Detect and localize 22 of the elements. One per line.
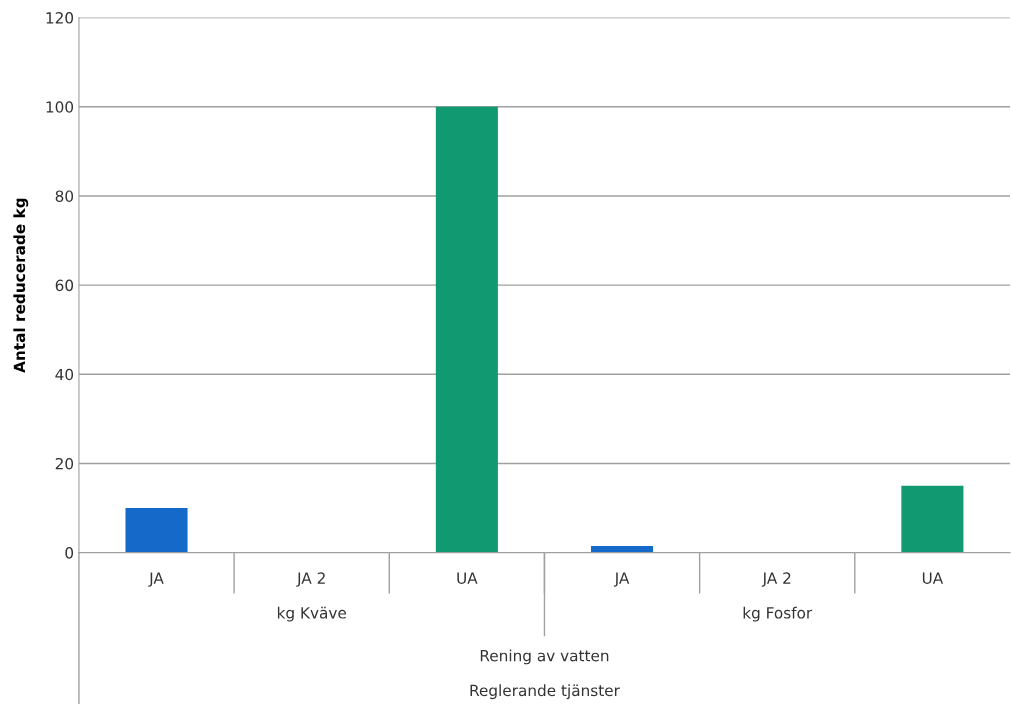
x-tick-label: JA bbox=[148, 572, 164, 587]
y-tick-label: 40 bbox=[55, 368, 74, 381]
text: Rening av vatten bbox=[480, 649, 609, 665]
x-tick-label: UA bbox=[457, 572, 478, 584]
x-tick-label: JA 2 bbox=[761, 572, 791, 587]
x-tick-label: JA 2 bbox=[296, 572, 325, 587]
y-axis-title: Antal reducerade kg bbox=[13, 198, 29, 373]
y-tick-label: 20 bbox=[55, 457, 74, 470]
text: Reglerande tjänster bbox=[470, 684, 620, 700]
y-tick-label: 120 bbox=[46, 12, 74, 24]
y-tick-label: 60 bbox=[55, 279, 74, 292]
x-tick-label: UA bbox=[922, 572, 944, 584]
bar bbox=[901, 485, 964, 553]
text: kg Fosfor bbox=[743, 606, 813, 622]
y-tick-label: 100 bbox=[46, 101, 74, 113]
x-tick-label: JA bbox=[613, 572, 630, 587]
text: kg Kväve bbox=[277, 606, 347, 622]
bar bbox=[435, 106, 498, 553]
bar bbox=[591, 545, 654, 553]
y-tick-label: 0 bbox=[65, 547, 74, 559]
y-tick-label: 80 bbox=[55, 190, 74, 202]
bar bbox=[125, 508, 188, 553]
